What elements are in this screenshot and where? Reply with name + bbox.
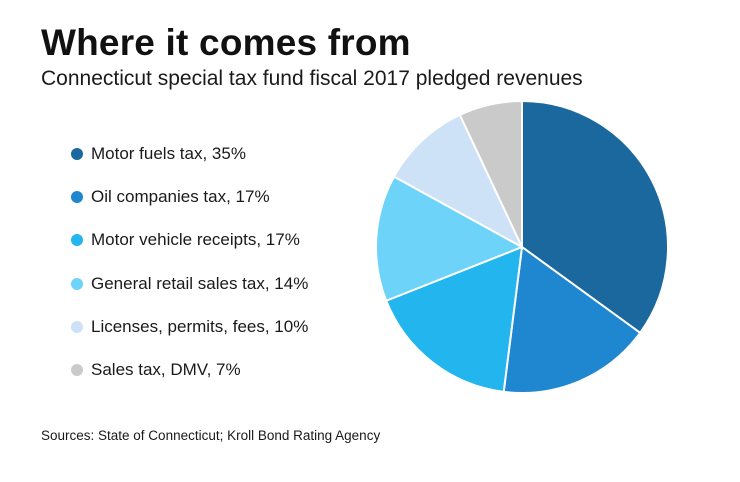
legend-swatch [71,320,83,333]
legend-item-oil-companies: Oil companies tax, 17% [71,175,308,218]
pie-slice-licenses-permits-fees [393,113,523,248]
pie-slice-sales-tax-dmv [458,100,523,248]
pie-slice-general-retail-sales-tax [375,175,523,302]
legend-label: Oil companies tax, 17% [91,186,270,206]
legend-label: Motor vehicle receipts, 17% [91,230,300,250]
chart-title: Where it comes from [41,22,411,63]
legend-item-motor-vehicle: Motor vehicle receipts, 17% [71,219,308,262]
legend-item-licenses: Licenses, permits, fees, 10% [71,305,308,348]
legend-swatch [71,190,83,203]
legend-label: General retail sales tax, 14% [91,273,309,293]
legend-label: Sales tax, DMV, 7% [91,360,241,380]
legend-swatch [71,364,83,377]
legend-item-sales-tax-dmv: Sales tax, DMV, 7% [71,348,308,391]
chart-subtitle: Connecticut special tax fund fiscal 2017… [41,67,583,90]
legend-label: Licenses, permits, fees, 10% [91,316,309,336]
pie-slice-motor-fuels-tax [521,100,669,334]
chart-source: Sources: State of Connecticut; Kroll Bon… [41,428,381,443]
legend-swatch [71,147,83,160]
legend-item-general-retail: General retail sales tax, 14% [71,262,308,305]
legend-label: Motor fuels tax, 35% [91,143,246,163]
pie-slice-motor-vehicle-receipts [385,246,523,393]
chart-legend: Motor fuels tax, 35% Oil companies tax, … [71,140,308,392]
legend-swatch [71,234,83,247]
legend-item-motor-fuels: Motor fuels tax, 35% [71,132,308,175]
legend-swatch [71,277,83,290]
pie-slice-oil-companies-tax [502,246,642,394]
